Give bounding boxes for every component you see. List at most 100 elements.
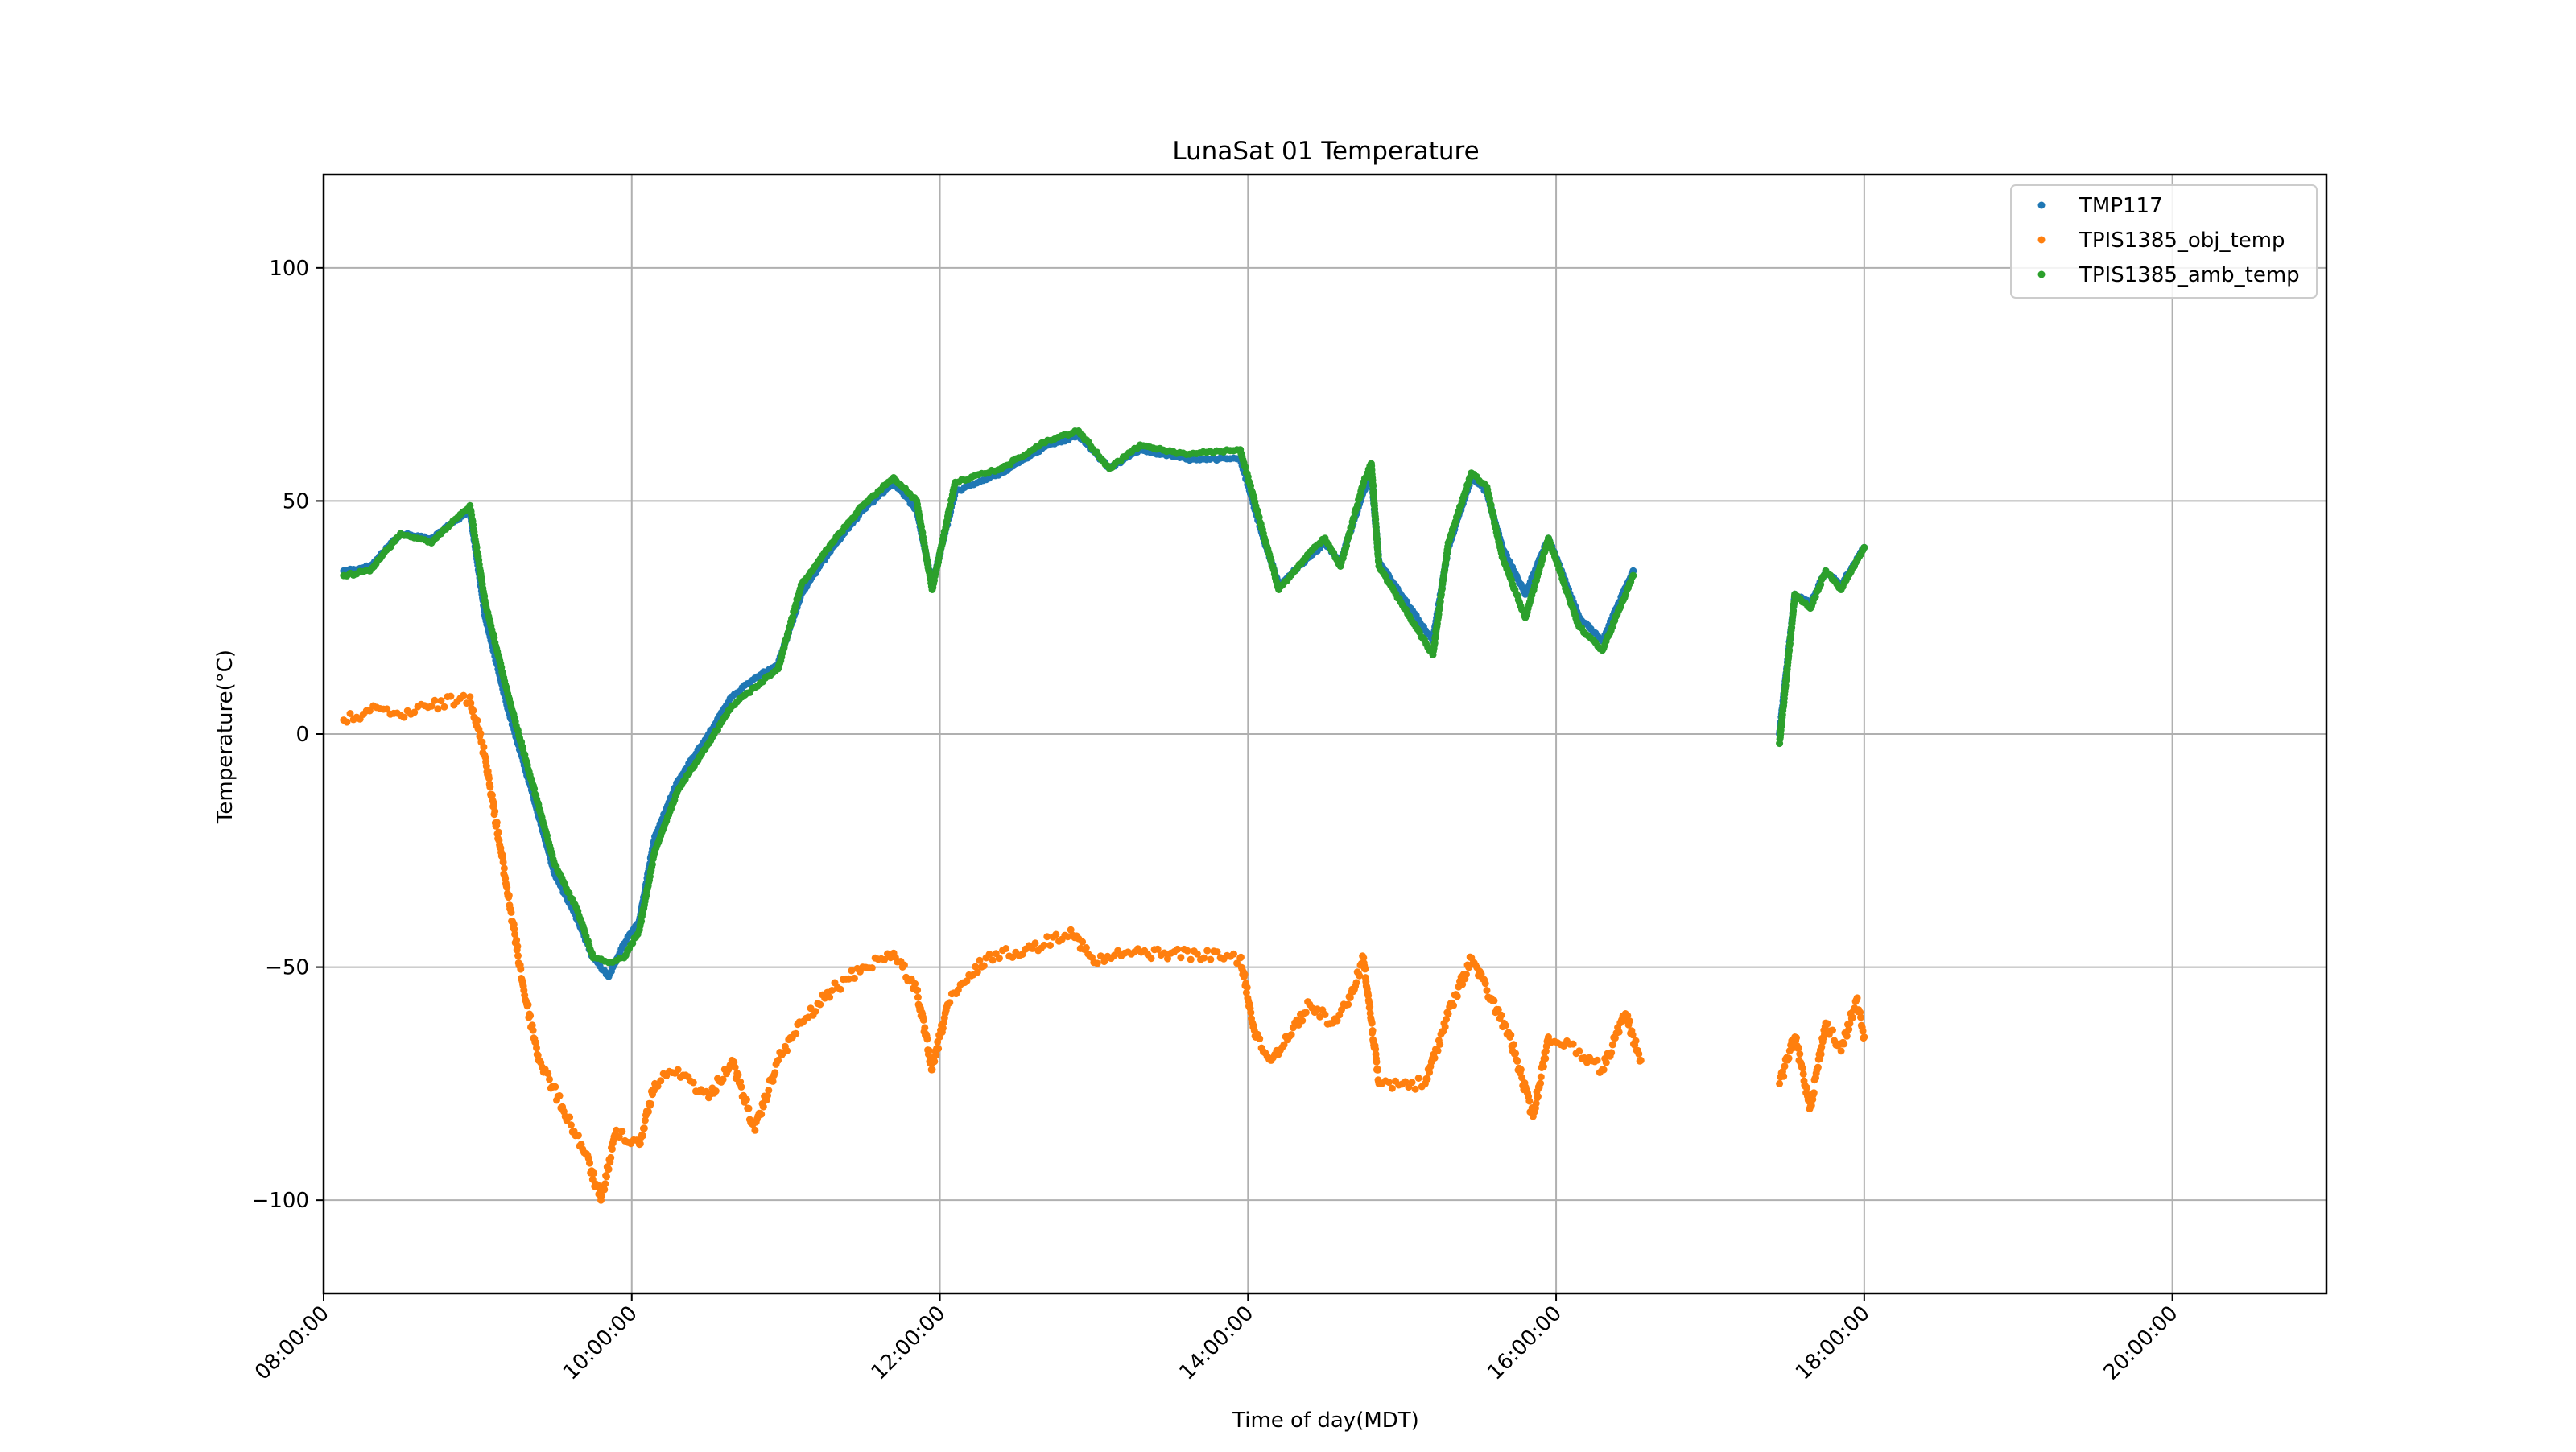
marker: [615, 1133, 623, 1141]
marker: [759, 1103, 767, 1111]
marker: [976, 956, 984, 964]
marker: [881, 955, 889, 963]
marker: [657, 1077, 665, 1085]
data-point: [674, 1066, 682, 1074]
marker: [1635, 1050, 1643, 1058]
marker: [469, 707, 477, 715]
data-point: [751, 1126, 759, 1134]
marker: [921, 1024, 929, 1032]
marker: [737, 1083, 745, 1091]
marker: [1507, 1031, 1515, 1039]
marker: [343, 718, 351, 726]
marker: [1187, 955, 1195, 963]
marker: [499, 858, 507, 866]
marker: [411, 708, 419, 716]
marker: [1241, 971, 1249, 979]
marker: [972, 963, 980, 971]
y-tick-label: −100: [252, 1189, 309, 1213]
marker: [1082, 944, 1090, 951]
marker: [467, 699, 475, 707]
marker: [850, 974, 858, 982]
marker: [1402, 1078, 1410, 1086]
marker: [989, 956, 997, 964]
marker: [1174, 945, 1182, 953]
marker: [1368, 1019, 1376, 1027]
marker: [646, 1100, 654, 1108]
marker: [1287, 1031, 1295, 1039]
marker: [1213, 948, 1221, 956]
marker: [1040, 941, 1048, 949]
marker: [789, 613, 797, 621]
marker: [935, 1045, 943, 1053]
marker: [485, 774, 493, 782]
marker: [1441, 1023, 1449, 1031]
marker: [1539, 1062, 1547, 1070]
marker: [1790, 598, 1798, 606]
marker: [1569, 1040, 1577, 1048]
marker: [1352, 979, 1360, 987]
marker: [980, 962, 988, 970]
marker: [1490, 996, 1498, 1004]
marker: [1230, 950, 1237, 958]
marker: [769, 1077, 777, 1085]
marker: [1280, 1041, 1288, 1049]
data-point: [928, 1066, 936, 1074]
marker: [1459, 980, 1467, 988]
marker: [1302, 1009, 1310, 1017]
marker: [1203, 947, 1212, 955]
marker: [712, 1087, 720, 1095]
marker: [931, 1058, 939, 1066]
marker: [486, 783, 494, 791]
marker: [1593, 1056, 1601, 1064]
y-tick-label: 100: [269, 257, 309, 281]
marker: [816, 1000, 824, 1009]
marker: [923, 1035, 931, 1043]
marker: [1434, 1046, 1442, 1054]
data-point: [1776, 1079, 1784, 1087]
marker: [900, 961, 908, 969]
y-tick-label: 0: [295, 723, 309, 747]
marker: [1794, 1044, 1802, 1052]
marker: [1423, 1075, 1431, 1083]
marker: [1430, 1054, 1439, 1062]
marker: [1532, 1099, 1540, 1108]
data-point: [1860, 1033, 1868, 1041]
marker: [1154, 945, 1162, 953]
series-TPIS1385_obj_temp: [340, 691, 1868, 1204]
marker: [383, 705, 391, 713]
marker: [844, 975, 852, 983]
marker: [1233, 959, 1241, 967]
marker: [1200, 954, 1208, 962]
marker: [532, 1038, 540, 1046]
marker: [1853, 994, 1861, 1002]
marker: [1343, 542, 1351, 550]
marker: [1785, 1054, 1793, 1062]
marker: [447, 692, 455, 700]
marker: [477, 729, 485, 737]
marker: [526, 1012, 535, 1020]
marker: [1436, 1040, 1444, 1048]
marker: [911, 980, 919, 988]
marker: [1450, 1001, 1457, 1009]
marker: [932, 1051, 940, 1059]
marker: [1793, 1033, 1800, 1042]
marker: [925, 1046, 933, 1054]
marker: [1786, 640, 1794, 648]
data-point: [1444, 1010, 1452, 1017]
data-point: [613, 1126, 621, 1134]
marker: [605, 1165, 613, 1174]
marker: [1625, 1017, 1633, 1025]
marker: [946, 999, 954, 1007]
legend-marker: [2037, 236, 2046, 244]
marker: [1845, 1025, 1853, 1033]
marker: [544, 1070, 552, 1078]
marker: [1093, 959, 1101, 967]
marker: [1018, 951, 1026, 959]
marker: [1164, 955, 1171, 963]
data-point: [427, 702, 436, 710]
marker: [1043, 933, 1051, 941]
marker: [848, 967, 856, 975]
marker: [1849, 1013, 1856, 1021]
marker: [1629, 1031, 1637, 1039]
marker: [1814, 1063, 1822, 1071]
